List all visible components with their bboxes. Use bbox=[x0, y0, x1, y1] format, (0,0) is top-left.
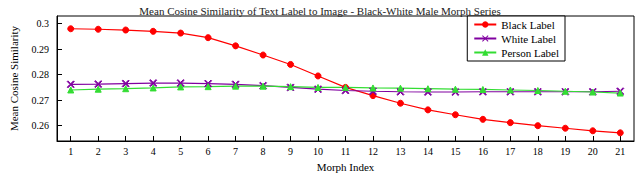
svg-text:0.29: 0.29 bbox=[32, 44, 50, 55]
svg-text:6: 6 bbox=[206, 146, 211, 157]
svg-text:0.26: 0.26 bbox=[32, 120, 50, 131]
svg-text:0.28: 0.28 bbox=[32, 69, 50, 80]
svg-text:17: 17 bbox=[505, 146, 515, 157]
svg-text:9: 9 bbox=[288, 146, 293, 157]
svg-text:12: 12 bbox=[368, 146, 378, 157]
svg-text:4: 4 bbox=[151, 146, 156, 157]
svg-text:2: 2 bbox=[96, 146, 101, 157]
svg-text:8: 8 bbox=[261, 146, 266, 157]
svg-text:15: 15 bbox=[450, 146, 460, 157]
svg-text:20: 20 bbox=[588, 146, 598, 157]
svg-text:Morph Index: Morph Index bbox=[317, 161, 375, 173]
svg-text:Black Label: Black Label bbox=[501, 19, 554, 31]
svg-text:Mean Cosine Similarity of Text: Mean Cosine Similarity of Text Label to … bbox=[139, 5, 500, 17]
svg-text:16: 16 bbox=[478, 146, 488, 157]
svg-text:18: 18 bbox=[533, 146, 543, 157]
svg-text:13: 13 bbox=[395, 146, 405, 157]
svg-text:10: 10 bbox=[313, 146, 323, 157]
svg-text:Mean Cosine Similarity: Mean Cosine Similarity bbox=[8, 25, 20, 131]
svg-text:7: 7 bbox=[233, 146, 238, 157]
svg-text:19: 19 bbox=[560, 146, 570, 157]
svg-text:11: 11 bbox=[341, 146, 351, 157]
svg-text:1: 1 bbox=[68, 146, 73, 157]
svg-text:Person Label: Person Label bbox=[501, 47, 559, 59]
svg-text:3: 3 bbox=[123, 146, 128, 157]
svg-text:White Label: White Label bbox=[501, 33, 556, 45]
svg-text:14: 14 bbox=[423, 146, 433, 157]
svg-text:5: 5 bbox=[178, 146, 183, 157]
svg-text:0.3: 0.3 bbox=[37, 18, 50, 29]
svg-text:0.27: 0.27 bbox=[32, 95, 50, 106]
svg-text:21: 21 bbox=[615, 146, 625, 157]
